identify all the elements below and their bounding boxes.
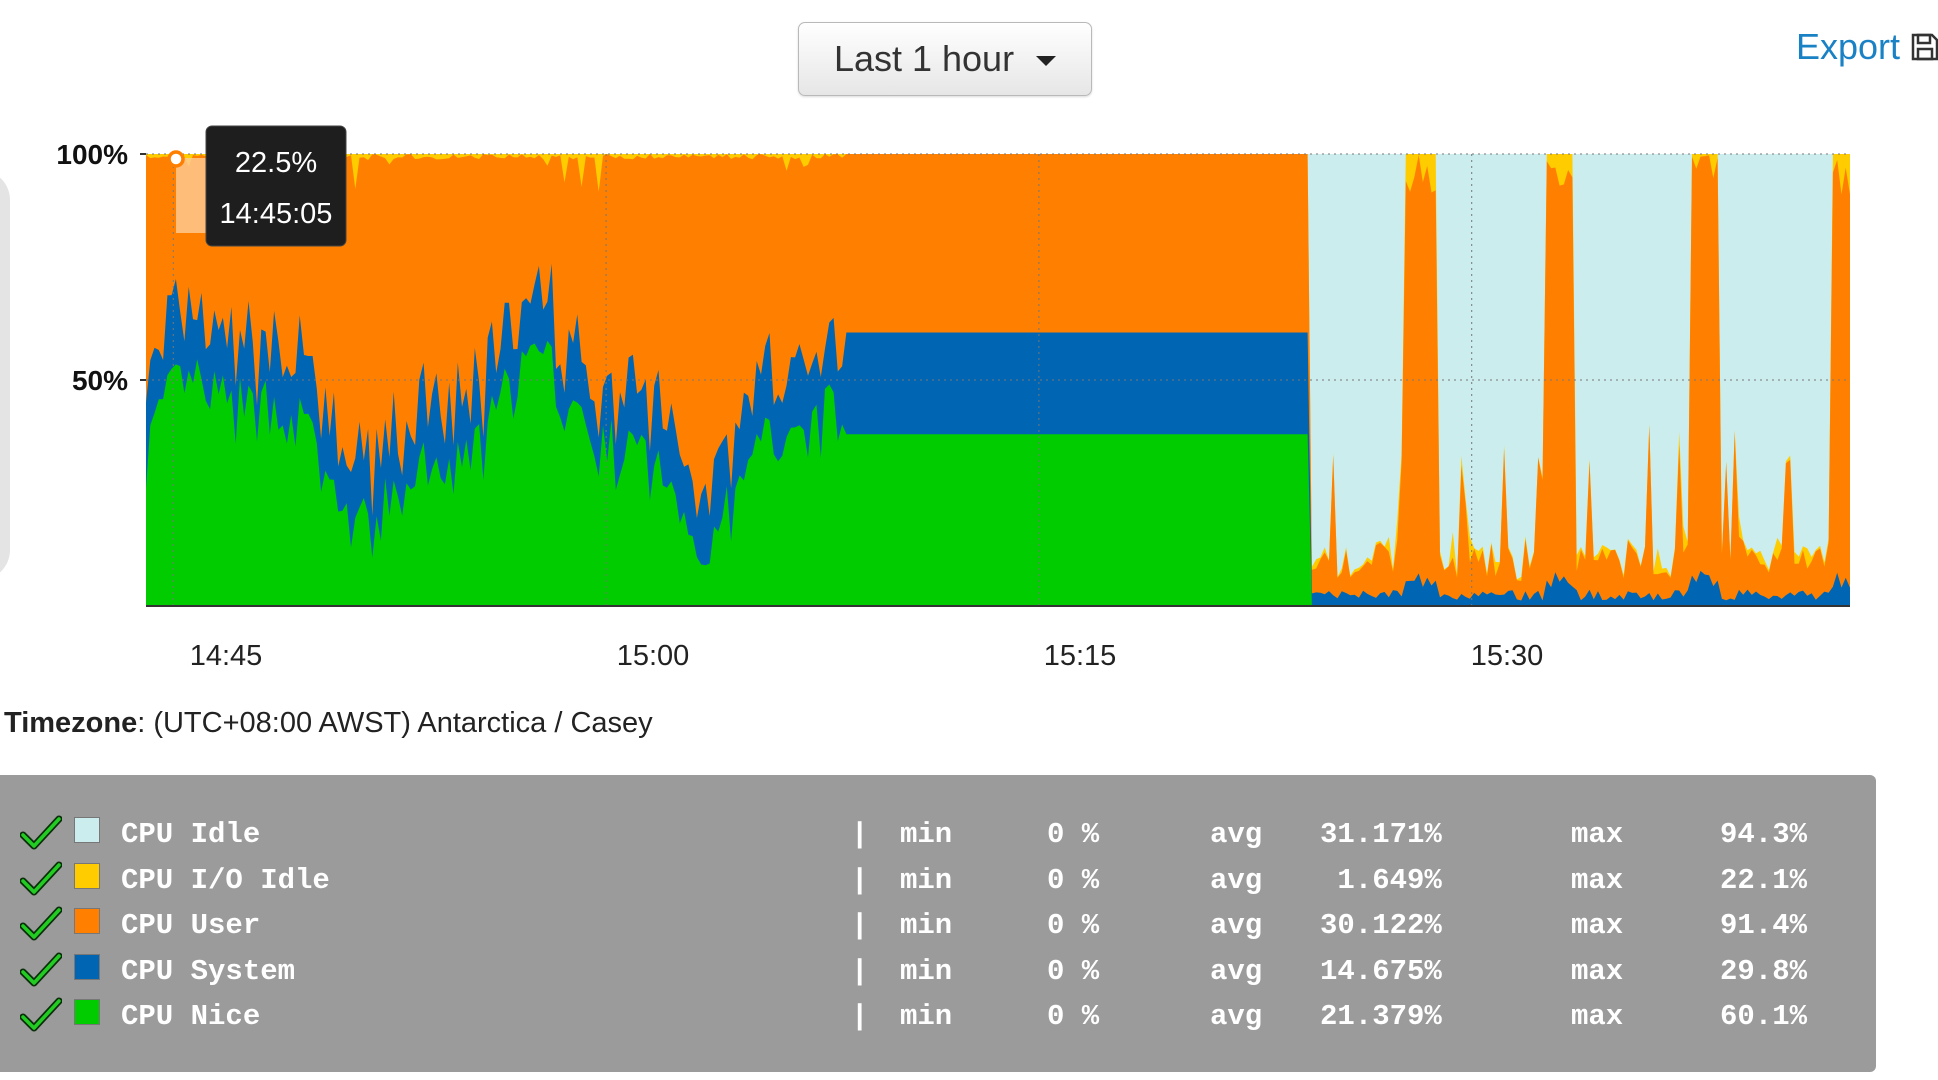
export-label: Export [1796,26,1901,67]
tooltip-value: 22.5% [235,147,317,179]
tooltip-time: 14:45:05 [220,198,333,230]
legend-max: 29.8% [1720,954,1808,988]
legend-min: 0 % [1047,818,1100,851]
legend-name: CPU Idle [121,818,261,851]
legend-min-label: min [900,954,953,988]
legend-min-label: min [900,1000,953,1033]
legend-color-swatch [74,817,100,843]
cpu-usage-chart: 100% 50% 14:45 15:00 15:15 15:30 22.5% 14:45:0… [56,125,1850,672]
legend-name: CPU I/O Idle [121,863,330,897]
legend-avg: 31.171% [1320,818,1442,851]
chart-tooltip: 22.5% 14:45:05 [167,125,347,247]
legend-color-swatch [74,908,100,934]
legend-max: 22.1% [1720,863,1808,897]
legend-min: 0 % [1047,909,1100,942]
legend-min: 0 % [1047,954,1100,988]
legend-avg-label: avg [1210,954,1263,988]
legend-color-swatch [74,999,100,1025]
legend-sep: | [851,818,869,851]
legend-table: CPU Idle | min 0 % avg 31.171% max 94.3% CPU I/O… [0,775,1876,1072]
legend-color-swatch [74,862,100,889]
legend-min-label: min [900,909,953,942]
check-icon[interactable] [20,906,62,942]
legend-name: CPU System [121,954,296,988]
legend-row[interactable]: CPU Nice | min 0 % avg 21.379% max 60.1% [0,997,1876,1037]
legend-max: 94.3% [1720,818,1808,851]
chart-grid [146,153,1850,606]
timezone-info: Timezone: (UTC+08:00 AWST) Antarctica / … [4,707,653,740]
legend-avg-label: avg [1210,1000,1263,1033]
floppy-disk-icon [1911,33,1938,61]
legend-row[interactable]: CPU Idle | min 0 % avg 31.171% max 94.3% [0,815,1876,855]
legend-name: CPU Nice [121,1000,261,1033]
legend-avg: 21.379% [1320,1000,1442,1033]
check-icon[interactable] [20,997,62,1033]
export-button[interactable]: Export [1796,24,1938,70]
y-tick-label: 50% [72,365,128,396]
legend-sep: | [851,863,869,897]
legend-avg: 30.122% [1320,909,1442,942]
legend-max-label: max [1571,1000,1624,1033]
legend-color-swatch [74,953,100,980]
check-icon[interactable] [20,815,62,851]
x-tick-label: 15:15 [1044,640,1117,672]
legend-max-label: max [1571,863,1624,897]
hover-point [167,150,185,168]
timezone-label: Timezone [4,707,138,739]
legend-min-label: min [900,863,953,897]
legend-sep: | [851,909,869,942]
legend-min: 0 % [1047,1000,1100,1033]
y-tick-label: 100% [56,139,128,170]
legend-sep: | [851,1000,869,1033]
check-icon[interactable] [20,952,62,988]
legend-row[interactable]: CPU User | min 0 % avg 30.122% max 91.4% [0,906,1876,946]
caret-down-icon [1036,56,1057,66]
legend-avg-label: avg [1210,863,1263,897]
legend-avg-label: avg [1210,909,1263,942]
panel-edge-decoration [0,170,10,580]
time-range-dropdown[interactable]: Last 1 hour [798,22,1092,96]
x-tick-label: 15:00 [617,640,690,672]
legend-max: 60.1% [1720,1000,1808,1033]
legend-row[interactable]: CPU I/O Idle | min 0 % avg 1.649% max 22.1% [0,861,1876,901]
legend-max-label: max [1571,954,1624,988]
legend-max: 91.4% [1720,909,1808,942]
tooltip-box [205,125,347,247]
legend-max-label: max [1571,909,1624,942]
time-range-label: Last 1 hour [833,38,1015,79]
legend-avg: 14.675% [1320,954,1442,988]
check-icon[interactable] [20,861,62,897]
timezone-value: : (UTC+08:00 AWST) Antarctica / Casey [137,707,653,739]
legend-sep: | [851,954,869,988]
chart-axes: 100% 50% 14:45 15:00 15:15 15:30 [56,139,1850,672]
legend-avg-label: avg [1210,818,1263,851]
legend-avg: 1.649% [1320,863,1442,897]
series-area-cpu-nice [146,340,1850,606]
legend-max-label: max [1571,818,1624,851]
legend-min: 0 % [1047,863,1100,897]
hover-highlight [176,158,210,233]
x-tick-label: 15:30 [1471,640,1544,672]
x-tick-label: 14:45 [190,640,263,672]
legend-min-label: min [900,818,953,851]
legend-row[interactable]: CPU System | min 0 % avg 14.675% max 29.8% [0,952,1876,992]
legend-name: CPU User [121,909,261,942]
